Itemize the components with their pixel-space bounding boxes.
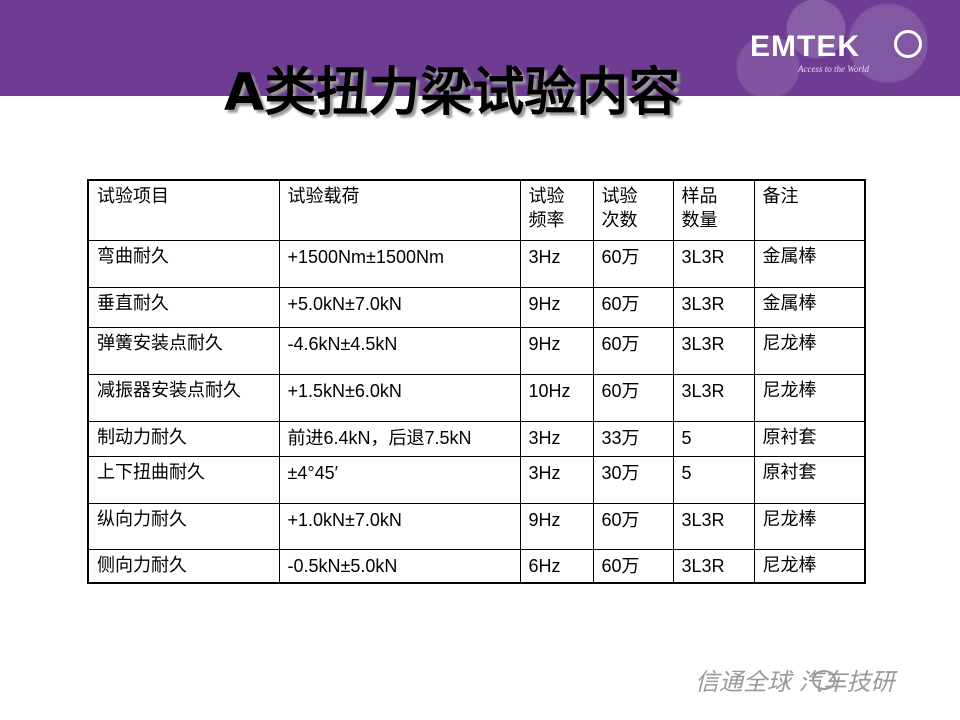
company-logo: EMTEK Access to the World [750, 30, 922, 84]
slide-title: A类扭力梁试验内容 [224, 63, 681, 123]
table-cell: 9Hz [519, 286, 594, 328]
table-cell: 金属棒 [753, 239, 866, 288]
table-cell: 60万 [592, 502, 674, 550]
table-cell: 33万 [592, 420, 674, 457]
table-cell: 前进6.4kN，后退7.5kN [278, 420, 521, 457]
table-cell: 3L3R [672, 326, 755, 375]
table-header-row: 试验项目 试验载荷 试验 频率 试验 次数 样品 数量 备注 [87, 179, 866, 241]
table-cell: 尼龙棒 [753, 373, 866, 422]
table-row: 纵向力耐久 +1.0kN±7.0kN 9Hz 60万 3L3R 尼龙棒 [87, 502, 866, 550]
table-cell: 60万 [592, 239, 674, 288]
table-cell: 侧向力耐久 [87, 548, 280, 583]
logo-check-icon [894, 30, 922, 58]
table-cell: +1500Nm±1500Nm [278, 239, 521, 288]
table-cell: 制动力耐久 [87, 420, 280, 457]
table-header-cell: 试验 频率 [519, 179, 594, 241]
table-cell: 3L3R [672, 373, 755, 422]
table-cell: 60万 [592, 286, 674, 328]
table-cell: 5 [672, 455, 755, 504]
table-header-cell: 样品 数量 [672, 179, 755, 241]
footer-watermark: 信通全球 汽车技研 [695, 668, 895, 696]
table-cell: 原衬套 [753, 420, 866, 457]
table-cell: 尼龙棒 [753, 326, 866, 375]
table-cell: 3L3R [672, 239, 755, 288]
table-row: 减振器安装点耐久 +1.5kN±6.0kN 10Hz 60万 3L3R 尼龙棒 [87, 373, 866, 422]
table-cell: 30万 [592, 455, 674, 504]
table-cell: 3L3R [672, 502, 755, 550]
table-cell: -4.6kN±4.5kN [278, 326, 521, 375]
table-cell: 纵向力耐久 [87, 502, 280, 550]
table-cell: 弹簧安装点耐久 [87, 326, 280, 375]
table-row: 垂直耐久 +5.0kN±7.0kN 9Hz 60万 3L3R 金属棒 [87, 286, 866, 328]
header-label: 备注 [762, 186, 799, 207]
table-cell: 60万 [592, 373, 674, 422]
header-label: 试验 频率 [528, 186, 565, 231]
table-cell: +1.5kN±6.0kN [278, 373, 521, 422]
table-cell: 5 [672, 420, 755, 457]
table-cell: 3Hz [519, 239, 594, 288]
table-header-cell: 试验 次数 [592, 179, 674, 241]
table-row: 制动力耐久 前进6.4kN，后退7.5kN 3Hz 33万 5 原衬套 [87, 420, 866, 457]
table-cell: 3L3R [672, 286, 755, 328]
header-label: 试验项目 [97, 186, 169, 207]
table-cell: 尼龙棒 [753, 548, 866, 583]
table-cell: 弯曲耐久 [87, 239, 280, 288]
header-band: EMTEK Access to the World [0, 0, 960, 96]
table-cell: 减振器安装点耐久 [87, 373, 280, 422]
test-content-table: 试验项目 试验载荷 试验 频率 试验 次数 样品 数量 备注弯曲耐久 +1500Nm±150… [87, 179, 866, 584]
wechat-icon [812, 670, 836, 690]
table-row: 侧向力耐久 -0.5kN±5.0kN 6Hz 60万 3L3R 尼龙棒 [87, 548, 866, 583]
table-cell: 6Hz [519, 548, 594, 583]
table-cell: 3Hz [519, 420, 594, 457]
logo-tagline: Access to the World [798, 64, 869, 74]
table-cell: 原衬套 [753, 455, 866, 504]
table-cell: -0.5kN±5.0kN [278, 548, 521, 583]
table-header-cell: 试验项目 [87, 179, 280, 241]
table-cell: 9Hz [519, 502, 594, 550]
table-row: 弹簧安装点耐久 -4.6kN±4.5kN 9Hz 60万 3L3R 尼龙棒 [87, 326, 866, 375]
header-label: 试验 次数 [601, 186, 638, 231]
header-label: 样品 数量 [681, 186, 718, 231]
table-cell: 垂直耐久 [87, 286, 280, 328]
table-header-cell: 试验载荷 [278, 179, 521, 241]
table-cell: 尼龙棒 [753, 502, 866, 550]
table-row: 上下扭曲耐久 ±4°45′ 3Hz 30万 5 原衬套 [87, 455, 866, 504]
table-header-cell: 备注 [753, 179, 866, 241]
table-cell: 金属棒 [753, 286, 866, 328]
table-cell: 10Hz [519, 373, 594, 422]
table-cell: 上下扭曲耐久 [87, 455, 280, 504]
table-cell: 9Hz [519, 326, 594, 375]
table-cell: 60万 [592, 548, 674, 583]
table-cell: 3Hz [519, 455, 594, 504]
table-row: 弯曲耐久 +1500Nm±1500Nm 3Hz 60万 3L3R 金属棒 [87, 239, 866, 288]
logo-text: EMTEK [750, 30, 860, 63]
table-cell: ±4°45′ [278, 455, 521, 504]
header-label: 试验载荷 [287, 186, 360, 207]
table-cell: +5.0kN±7.0kN [278, 286, 521, 328]
table-cell: +1.0kN±7.0kN [278, 502, 521, 550]
table-cell: 60万 [592, 326, 674, 375]
table-cell: 3L3R [672, 548, 755, 583]
